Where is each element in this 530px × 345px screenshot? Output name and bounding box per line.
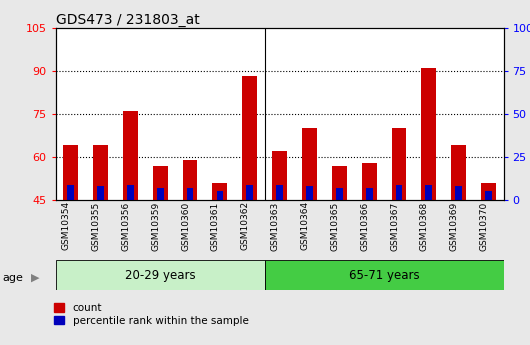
Bar bbox=[97, 186, 104, 200]
Bar bbox=[246, 185, 253, 200]
Bar bbox=[361, 163, 377, 200]
Bar bbox=[366, 188, 373, 200]
FancyBboxPatch shape bbox=[264, 260, 504, 290]
Bar bbox=[242, 77, 257, 200]
Bar bbox=[336, 188, 343, 200]
Text: GSM10370: GSM10370 bbox=[480, 201, 489, 250]
Legend: count, percentile rank within the sample: count, percentile rank within the sample bbox=[53, 302, 250, 327]
Bar bbox=[481, 183, 496, 200]
Text: age: age bbox=[3, 273, 23, 283]
Bar bbox=[426, 185, 432, 200]
Text: GSM10356: GSM10356 bbox=[121, 201, 130, 250]
Bar bbox=[157, 188, 164, 200]
Bar bbox=[272, 151, 287, 200]
Text: GSM10355: GSM10355 bbox=[92, 201, 101, 250]
Text: GSM10365: GSM10365 bbox=[330, 201, 339, 250]
Text: GSM10361: GSM10361 bbox=[211, 201, 220, 250]
Text: GSM10360: GSM10360 bbox=[181, 201, 190, 250]
FancyBboxPatch shape bbox=[56, 260, 264, 290]
Bar bbox=[421, 68, 436, 200]
Bar bbox=[306, 186, 313, 200]
Bar bbox=[182, 160, 198, 200]
Bar bbox=[127, 185, 134, 200]
Bar bbox=[123, 111, 138, 200]
Bar bbox=[213, 183, 227, 200]
Bar bbox=[332, 166, 347, 200]
Text: GSM10367: GSM10367 bbox=[390, 201, 399, 250]
Bar bbox=[485, 191, 492, 200]
Bar bbox=[455, 186, 462, 200]
Text: GSM10354: GSM10354 bbox=[61, 201, 70, 250]
Text: GSM10368: GSM10368 bbox=[420, 201, 429, 250]
Bar bbox=[93, 146, 108, 200]
Bar bbox=[395, 185, 402, 200]
Text: GSM10362: GSM10362 bbox=[241, 201, 250, 250]
Text: GSM10359: GSM10359 bbox=[151, 201, 160, 250]
Bar bbox=[63, 146, 78, 200]
Bar bbox=[216, 191, 223, 200]
Text: 20-29 years: 20-29 years bbox=[125, 269, 196, 282]
Bar bbox=[392, 128, 407, 200]
Bar bbox=[187, 188, 193, 200]
Bar bbox=[276, 185, 283, 200]
Text: GSM10366: GSM10366 bbox=[360, 201, 369, 250]
Text: 65-71 years: 65-71 years bbox=[349, 269, 419, 282]
Text: ▶: ▶ bbox=[31, 273, 39, 283]
Bar bbox=[153, 166, 167, 200]
Text: GSM10369: GSM10369 bbox=[450, 201, 459, 250]
Text: GSM10363: GSM10363 bbox=[271, 201, 280, 250]
Bar bbox=[67, 185, 74, 200]
Bar bbox=[302, 128, 317, 200]
Text: GSM10364: GSM10364 bbox=[301, 201, 310, 250]
Text: GDS473 / 231803_at: GDS473 / 231803_at bbox=[56, 12, 199, 27]
Bar bbox=[451, 146, 466, 200]
